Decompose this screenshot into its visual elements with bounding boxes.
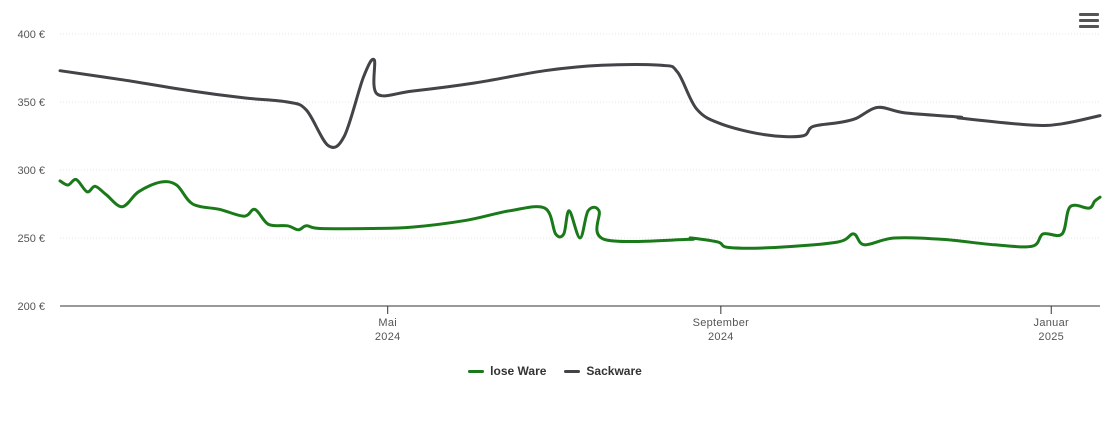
chart-menu-button[interactable]	[1079, 13, 1099, 31]
legend-item-lose-ware[interactable]: lose Ware	[468, 364, 546, 378]
series-layer	[58, 57, 1102, 250]
y-tick-label: 250 €	[17, 233, 45, 245]
y-tick-label: 200 €	[17, 301, 45, 313]
y-tick-label: 350 €	[17, 97, 45, 109]
y-tick-label: 300 €	[17, 165, 45, 177]
x-tick-label-year: 2024	[708, 331, 734, 343]
legend-swatch-sackware	[564, 369, 581, 373]
legend: lose Ware Sackware	[0, 364, 1110, 378]
x-tick-label-year: 2025	[1038, 331, 1064, 343]
legend-item-sackware[interactable]: Sackware	[564, 364, 642, 378]
y-axis-labels: 200 € 250 € 300 € 350 € 400 €	[17, 29, 45, 313]
y-tick-label: 400 €	[17, 29, 45, 41]
legend-label-sackware: Sackware	[586, 364, 642, 378]
legend-swatch-lose-ware	[468, 369, 485, 373]
x-tick-label-month: Januar	[1034, 317, 1069, 329]
x-axis-labels: Mai 2024 September 2024 Januar 2025	[375, 306, 1069, 343]
series-line-sackware[interactable]	[58, 57, 1102, 149]
series-line-lose-ware[interactable]	[58, 177, 1102, 250]
legend-label-lose-ware: lose Ware	[490, 364, 547, 378]
hamburger-menu-icon	[1079, 13, 1099, 16]
x-tick-label-month: September	[693, 317, 750, 329]
x-tick-label-year: 2024	[375, 331, 401, 343]
x-tick-label-month: Mai	[378, 317, 397, 329]
